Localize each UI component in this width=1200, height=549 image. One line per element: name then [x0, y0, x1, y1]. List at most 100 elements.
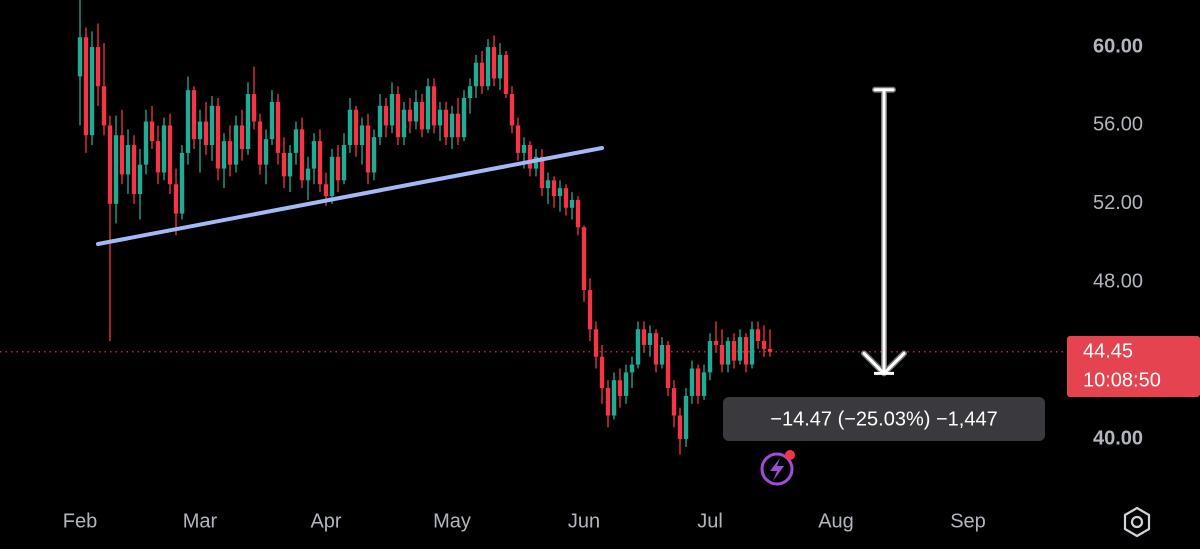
candle-body — [359, 125, 365, 146]
candle-body — [485, 47, 491, 87]
candle-body — [167, 125, 173, 185]
candle-body — [527, 145, 533, 169]
candle-body — [587, 290, 593, 330]
candle-body — [131, 145, 137, 195]
candle-body — [479, 62, 485, 87]
candle-body — [503, 54, 509, 95]
candle-body — [425, 86, 431, 130]
candle-body — [215, 105, 221, 169]
candle-body — [287, 152, 293, 177]
candle-body — [653, 333, 659, 365]
candle-body — [251, 94, 257, 122]
candle-body — [521, 145, 527, 153]
candle-body — [407, 109, 413, 122]
candle-body — [401, 109, 407, 138]
countdown-label: 10:08:50 — [1083, 369, 1161, 391]
trendline — [96, 145, 604, 247]
candle-body — [581, 227, 587, 291]
candle-body — [83, 37, 89, 136]
candle-body — [281, 152, 287, 177]
candle-body — [737, 337, 743, 361]
x-tick-label: Sep — [950, 510, 986, 532]
candle-body — [467, 86, 473, 98]
candle-body — [635, 329, 641, 365]
candle-body — [209, 105, 215, 146]
candle-body — [461, 98, 467, 138]
candle-body — [443, 109, 449, 138]
candle-body — [515, 125, 521, 153]
measure-label-box — [723, 397, 1045, 441]
y-tick-label: 40.00 — [1093, 427, 1143, 449]
candle-body — [593, 329, 599, 357]
candle-body — [365, 125, 371, 173]
candle-body — [437, 109, 443, 126]
candle-body — [383, 105, 389, 126]
candle-body — [143, 121, 149, 165]
x-tick-label: Mar — [183, 510, 218, 532]
candle-body — [155, 141, 161, 173]
settings-icon[interactable] — [1123, 506, 1151, 538]
candle-body — [323, 184, 329, 196]
candle-body — [695, 368, 701, 396]
candle-body — [311, 141, 317, 169]
x-tick-label: Jun — [568, 510, 600, 532]
candle-body — [197, 121, 203, 140]
candle-body — [377, 105, 383, 138]
candle-body — [533, 156, 539, 169]
x-tick-label: Jul — [697, 510, 723, 532]
candle-body — [335, 156, 341, 181]
candle-body — [731, 341, 737, 361]
candle-body — [149, 121, 155, 142]
candle-body — [575, 199, 581, 228]
candle-body — [473, 62, 479, 87]
candle-body — [395, 94, 401, 138]
candle-body — [329, 156, 335, 196]
last-price-label: 44.45 — [1083, 340, 1133, 362]
candle-body — [269, 101, 275, 140]
candle-body — [263, 139, 269, 165]
candle-body — [227, 141, 233, 165]
candle-body — [179, 152, 185, 214]
candle-body — [449, 113, 455, 138]
candle-body — [617, 380, 623, 396]
candle-body — [341, 145, 347, 181]
candle-body — [239, 125, 245, 149]
candle-body — [623, 372, 629, 396]
candle-body — [563, 188, 569, 208]
candle-body — [749, 329, 755, 365]
candle-body — [755, 329, 761, 342]
candle-body — [389, 94, 395, 126]
candle-body — [713, 341, 719, 345]
candle-body — [95, 47, 101, 87]
alerts-icon[interactable] — [760, 450, 795, 486]
candle-body — [491, 47, 497, 79]
candle-body — [539, 156, 545, 189]
candle-body — [557, 188, 563, 196]
candle-body — [761, 341, 767, 349]
candle-body — [293, 129, 299, 153]
candle-body — [185, 90, 191, 153]
candle-body — [641, 329, 647, 345]
candle-body — [629, 364, 635, 373]
measure-label: −14.47 (−25.03%) −1,447 — [770, 408, 997, 430]
candle-body — [599, 356, 605, 389]
candle-body — [275, 101, 281, 153]
candle-body — [677, 415, 683, 440]
candle-body — [455, 113, 461, 138]
candle-body — [113, 135, 119, 204]
candle-body — [245, 94, 251, 149]
candle-body — [605, 388, 611, 416]
candle-body — [767, 348, 773, 352]
candle-body — [353, 109, 359, 146]
y-tick-label: 56.00 — [1093, 114, 1143, 136]
y-tick-label: 60.00 — [1093, 35, 1143, 57]
y-tick-label: 48.00 — [1093, 271, 1143, 293]
candle-body — [431, 86, 437, 126]
candle-body — [719, 344, 725, 365]
candle-body — [659, 344, 665, 365]
candle-body — [173, 184, 179, 214]
candle-body — [119, 135, 125, 175]
candle-body — [347, 109, 353, 146]
